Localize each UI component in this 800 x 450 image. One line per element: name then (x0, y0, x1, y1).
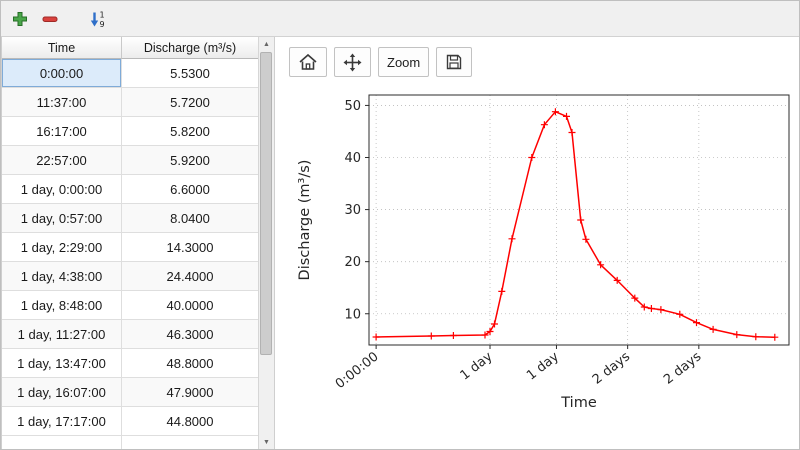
chart-toolbar: Zoom (289, 45, 799, 79)
time-cell[interactable]: 1 day, 4:38:00 (2, 262, 122, 291)
add-row-button[interactable] (7, 6, 33, 32)
remove-row-button[interactable] (37, 6, 63, 32)
pan-arrows-icon (343, 53, 362, 71)
time-cell[interactable]: 1 day, 11:27:00 (2, 320, 122, 349)
discharge-cell[interactable]: 24.4000 (122, 262, 258, 291)
main-toolbar: 1 9 (1, 1, 799, 37)
time-cell[interactable]: 1 day, 2:29:00 (2, 233, 122, 262)
time-cell[interactable]: 16:17:00 (2, 117, 122, 146)
table-row[interactable]: 1 day, 17:17:00 44.8000 (2, 407, 258, 436)
svg-text:9: 9 (99, 20, 104, 28)
sort-numeric-icon: 1 9 (90, 10, 105, 28)
svg-text:10: 10 (344, 307, 361, 322)
chart-panel: Zoom 10 20 30 40 50 0:00:00 1 day 1 day 2 days 2 … (275, 37, 799, 449)
timeseries-panel: Time Discharge (m³/s) 0:00:00 5.5300 11:37… (1, 37, 275, 449)
svg-text:Time: Time (560, 395, 597, 411)
svg-text:1 day: 1 day (524, 349, 562, 383)
column-header-time[interactable]: Time (2, 37, 122, 59)
minus-icon (42, 16, 58, 22)
table-row[interactable]: 0:00:00 5.5300 (2, 59, 258, 88)
svg-text:0:00:00: 0:00:00 (333, 349, 382, 392)
discharge-cell[interactable]: 6.6000 (122, 175, 258, 204)
table-row[interactable]: 1 day, 4:38:00 24.4000 (2, 262, 258, 291)
scrollbar-track[interactable] (259, 51, 274, 435)
discharge-cell[interactable]: 5.8200 (122, 117, 258, 146)
svg-text:30: 30 (344, 203, 361, 218)
sort-rows-button[interactable]: 1 9 (85, 6, 111, 32)
scroll-down-button[interactable]: ▼ (263, 438, 270, 446)
svg-text:1 day: 1 day (458, 349, 496, 383)
time-cell[interactable]: 1 day, 8:48:00 (2, 291, 122, 320)
svg-text:2 days: 2 days (661, 349, 704, 387)
svg-text:40: 40 (344, 151, 361, 166)
discharge-cell[interactable]: 5.5300 (122, 59, 258, 88)
save-icon (447, 54, 462, 70)
time-cell[interactable]: 1 day, 16:07:00 (2, 378, 122, 407)
table-row[interactable]: 22:57:00 5.9200 (2, 146, 258, 175)
time-cell[interactable]: 11:37:00 (2, 88, 122, 117)
time-cell[interactable]: 1 day, 0:00:00 (2, 175, 122, 204)
table-row[interactable]: 16:17:00 5.8200 (2, 117, 258, 146)
time-cell[interactable]: 1 day, 13:47:00 (2, 349, 122, 378)
table-row[interactable]: 1 day, 8:48:00 40.0000 (2, 291, 258, 320)
plus-icon (13, 11, 27, 26)
discharge-cell[interactable]: 8.0400 (122, 204, 258, 233)
home-icon (299, 53, 317, 70)
scroll-up-button[interactable]: ▲ (263, 40, 270, 48)
table-row[interactable]: 11:37:00 5.7200 (2, 88, 258, 117)
discharge-cell[interactable]: 5.7200 (122, 88, 258, 117)
main-area: Time Discharge (m³/s) 0:00:00 5.5300 11:37… (1, 37, 799, 449)
scrollbar-thumb[interactable] (260, 52, 272, 356)
svg-text:1: 1 (99, 10, 104, 19)
discharge-cell[interactable]: 14.3000 (122, 233, 258, 262)
time-cell[interactable]: 1 day, 0:57:00 (2, 204, 122, 233)
table-row[interactable]: 1 day, 0:00:00 6.6000 (2, 175, 258, 204)
table-body: 0:00:00 5.5300 11:37:00 5.7200 16:17:00 5.820… (2, 59, 258, 449)
table-scrollbar[interactable]: ▲ ▼ (258, 37, 274, 449)
discharge-cell[interactable]: 5.9200 (122, 146, 258, 175)
table-row[interactable]: 1 day, 11:27:00 46.3000 (2, 320, 258, 349)
zoom-button[interactable]: Zoom (378, 47, 430, 77)
table-row[interactable]: 1 day, 0:57:00 8.0400 (2, 204, 258, 233)
timeseries-table: Time Discharge (m³/s) 0:00:00 5.5300 11:37… (1, 37, 258, 449)
discharge-cell[interactable]: 40.0000 (122, 291, 258, 320)
svg-text:50: 50 (344, 99, 361, 114)
pan-button[interactable] (334, 47, 371, 77)
svg-text:2 days: 2 days (590, 349, 633, 387)
time-cell[interactable]: 1 day, 17:17:00 (2, 407, 122, 436)
table-row[interactable]: 1 day, 2:29:00 14.3000 (2, 233, 258, 262)
home-view-button[interactable] (289, 47, 327, 77)
table-header: Time Discharge (m³/s) (2, 37, 258, 59)
table-row[interactable]: 1 day, 16:07:00 47.9000 (2, 378, 258, 407)
time-cell[interactable]: 22:57:00 (2, 146, 122, 175)
column-header-discharge[interactable]: Discharge (m³/s) (122, 37, 258, 59)
discharge-cell[interactable]: 47.9000 (122, 378, 258, 407)
discharge-cell[interactable]: 44.8000 (122, 407, 258, 436)
table-row[interactable]: 1 day, 13:47:00 48.8000 (2, 349, 258, 378)
svg-text:20: 20 (344, 255, 361, 270)
svg-text:Discharge (m³/s): Discharge (m³/s) (297, 160, 313, 281)
hydrograph-chart[interactable]: 10 20 30 40 50 0:00:00 1 day 1 day 2 days 2 days T… (289, 83, 800, 428)
save-figure-button[interactable] (436, 47, 473, 77)
discharge-cell[interactable]: 48.8000 (122, 349, 258, 378)
time-cell[interactable]: 0:00:00 (2, 59, 122, 88)
discharge-cell[interactable]: 46.3000 (122, 320, 258, 349)
